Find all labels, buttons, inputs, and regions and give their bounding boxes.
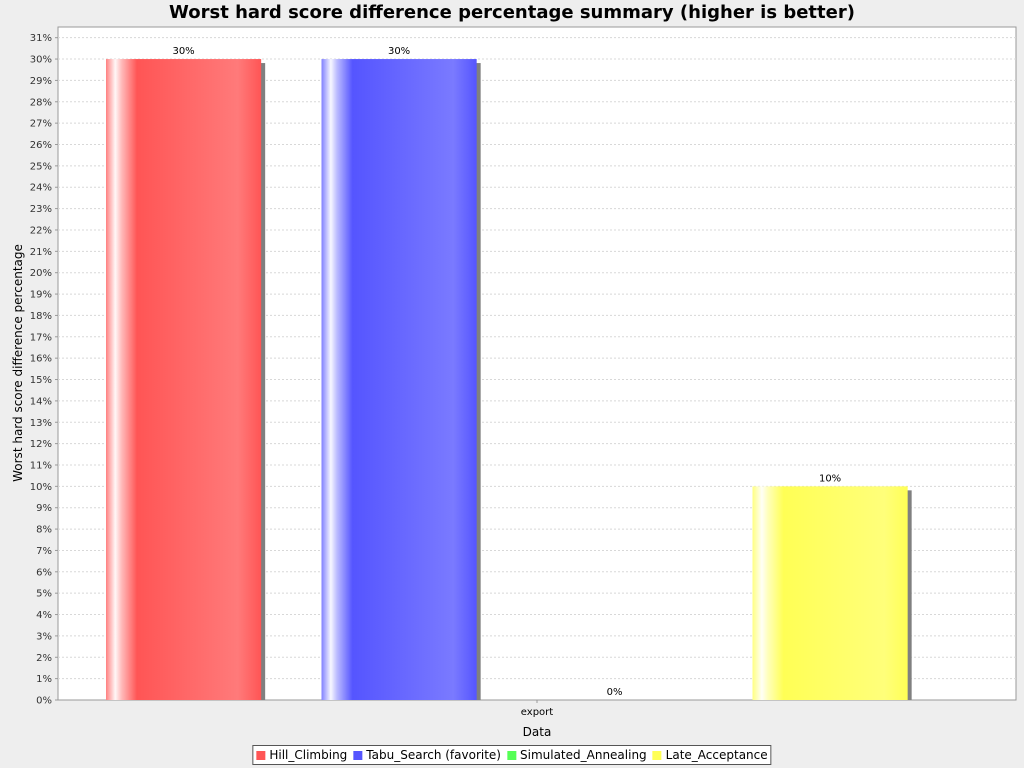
legend-label: Late_Acceptance xyxy=(665,748,768,762)
y-axis-label: Worst hard score difference percentage xyxy=(11,244,25,482)
y-tick-label: 24% xyxy=(30,183,52,194)
legend-swatch xyxy=(256,750,266,760)
y-tick-label: 12% xyxy=(30,439,52,450)
legend-item: Simulated_Annealing xyxy=(506,748,647,762)
y-tick-label: 11% xyxy=(30,460,52,471)
y-tick-label: 4% xyxy=(36,610,52,621)
y-tick-label: 29% xyxy=(30,76,52,87)
y-tick-label: 7% xyxy=(36,546,52,557)
legend-swatch xyxy=(353,750,363,760)
y-tick-label: 6% xyxy=(36,567,52,578)
data-label: 0% xyxy=(607,687,623,698)
y-tick-label: 0% xyxy=(36,696,52,707)
legend-label: Hill_Climbing xyxy=(269,748,348,762)
y-tick-label: 28% xyxy=(30,97,52,108)
x-category-label: export xyxy=(521,707,553,718)
legend-item: Late_Acceptance xyxy=(652,748,768,762)
y-tick-label: 19% xyxy=(30,290,52,301)
y-tick-label: 25% xyxy=(30,161,52,172)
y-tick-label: 14% xyxy=(30,396,52,407)
legend-swatch xyxy=(652,750,662,760)
bar-hill-climbing xyxy=(106,59,262,701)
bar-late-acceptance xyxy=(752,486,908,700)
y-tick-label: 10% xyxy=(30,482,52,493)
y-tick-label: 17% xyxy=(30,332,52,343)
y-tick-label: 8% xyxy=(36,525,52,536)
legend: Hill_Climbing Tabu_Search (favorite) Simul… xyxy=(252,745,772,765)
y-tick-label: 31% xyxy=(30,33,52,44)
y-tick-label: 30% xyxy=(30,55,52,66)
y-tick-label: 15% xyxy=(30,375,52,386)
y-tick-label: 5% xyxy=(36,589,52,600)
bar-tabu-search-favorite xyxy=(321,59,477,701)
y-tick-label: 9% xyxy=(36,503,52,514)
y-tick-label: 20% xyxy=(30,268,52,279)
legend-label: Tabu_Search (favorite) xyxy=(366,748,501,762)
data-label: 10% xyxy=(819,473,841,484)
y-tick-label: 27% xyxy=(30,119,52,130)
y-tick-label: 23% xyxy=(30,204,52,215)
y-tick-label: 16% xyxy=(30,354,52,365)
y-tick-label: 18% xyxy=(30,311,52,322)
legend-item: Hill_Climbing xyxy=(256,748,347,762)
y-tick-label: 13% xyxy=(30,418,52,429)
y-tick-label: 1% xyxy=(36,674,52,685)
y-tick-label: 26% xyxy=(30,140,52,151)
chart-title: Worst hard score difference percentage s… xyxy=(169,2,855,23)
y-tick-label: 3% xyxy=(36,631,52,642)
data-label: 30% xyxy=(172,46,194,57)
data-label: 30% xyxy=(388,46,410,57)
legend-swatch xyxy=(506,750,516,760)
legend-label: Simulated_Annealing xyxy=(519,748,647,762)
y-tick-label: 21% xyxy=(30,247,52,258)
y-tick-label: 22% xyxy=(30,225,52,236)
legend-item: Tabu_Search (favorite) xyxy=(353,748,501,762)
x-axis-label: Data xyxy=(523,725,552,739)
y-tick-label: 2% xyxy=(36,653,52,664)
